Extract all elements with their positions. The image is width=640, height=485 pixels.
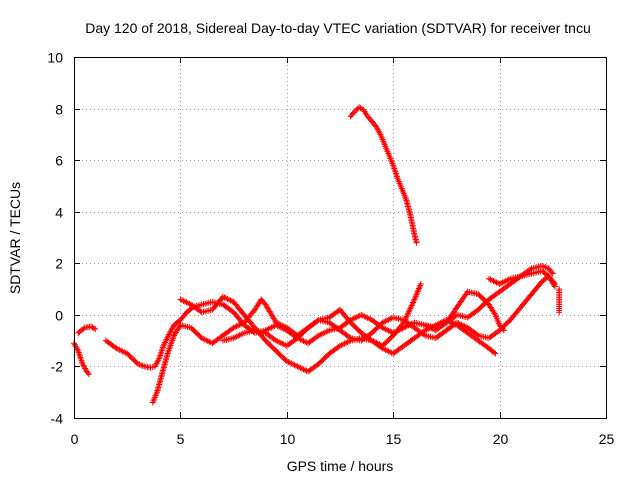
data-point-sample <box>473 331 480 338</box>
data-point <box>556 309 563 316</box>
data-point <box>351 108 358 115</box>
data-point-sample <box>90 325 97 332</box>
data-point-sample <box>548 269 555 276</box>
x-tick-label: 0 <box>71 431 79 447</box>
data-point-sample <box>551 282 558 289</box>
data-point-sample <box>491 310 498 317</box>
y-tick-label: 4 <box>55 205 63 221</box>
data-point <box>417 280 424 287</box>
y-tick-label: 0 <box>55 308 63 324</box>
grid <box>74 57 606 418</box>
data-point-sample <box>353 106 360 113</box>
data-point-sample <box>80 325 87 332</box>
data-point <box>551 283 558 290</box>
x-tick-label: 25 <box>599 431 615 447</box>
y-axis-label: SDTVAR / TECUs <box>7 182 23 294</box>
x-tick-label: 5 <box>177 431 185 447</box>
x-tick-label: 15 <box>386 431 402 447</box>
data-point-sample <box>420 331 427 338</box>
y-tick-label: -2 <box>51 359 64 375</box>
data-point <box>413 239 420 246</box>
chart-title: Day 120 of 2018, Sidereal Day-to-day VTE… <box>85 20 591 36</box>
x-tick-label: 20 <box>493 431 509 447</box>
data-point <box>92 326 99 333</box>
data-point-sample <box>346 334 353 341</box>
data-point <box>500 327 507 334</box>
y-tick-label: 10 <box>47 50 63 66</box>
data-point <box>85 371 92 378</box>
y-tick-label: -4 <box>51 411 64 427</box>
x-tick-label: 10 <box>280 431 296 447</box>
y-tick-label: 2 <box>55 256 63 272</box>
x-axis-label: GPS time / hours <box>287 458 394 474</box>
data-point-sample <box>176 323 183 330</box>
y-tick-label: 6 <box>55 153 63 169</box>
plot-frame <box>74 57 607 419</box>
data-points <box>71 104 563 406</box>
y-tick-label: 8 <box>55 102 63 118</box>
data-point <box>492 350 499 357</box>
data-point-sample <box>463 290 470 297</box>
data-point <box>549 270 556 277</box>
data-point-sample <box>84 369 91 376</box>
data-point-sample <box>499 326 506 333</box>
data-point-sample <box>491 349 498 356</box>
